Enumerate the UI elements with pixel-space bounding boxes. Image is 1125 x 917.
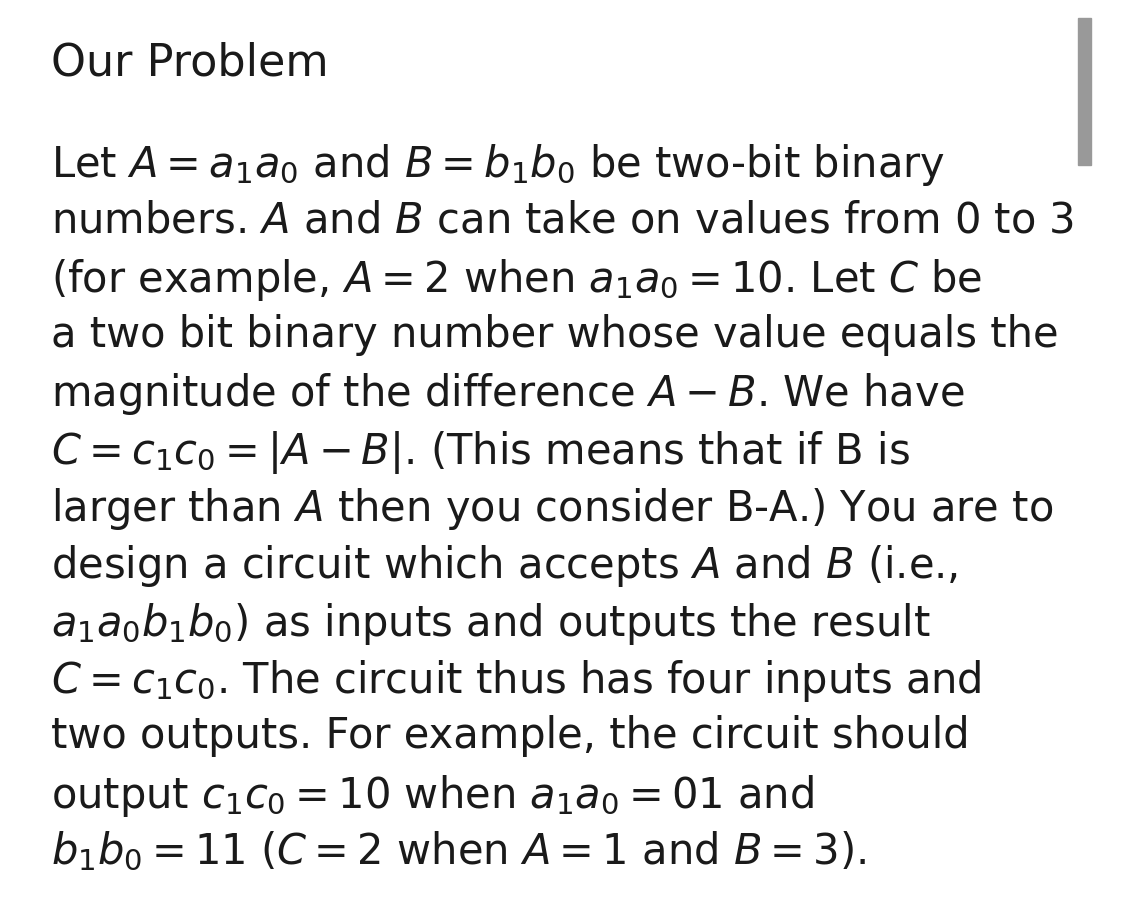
Text: Our Problem: Our Problem [51, 41, 328, 84]
Text: $C = c_1 c_0 = |A - B|$. (This means that if B is: $C = c_1 c_0 = |A - B|$. (This means tha… [51, 429, 909, 476]
Text: magnitude of the difference $A - B$. We have: magnitude of the difference $A - B$. We … [51, 371, 964, 417]
Text: $b_1 b_0 = 11$ ($C = 2$ when $A = 1$ and $B = 3$).: $b_1 b_0 = 11$ ($C = 2$ when $A = 1$ and… [51, 830, 866, 873]
Text: larger than $A$ then you consider B-A.) You are to: larger than $A$ then you consider B-A.) … [51, 486, 1053, 532]
Text: two outputs. For example, the circuit should: two outputs. For example, the circuit sh… [51, 715, 970, 757]
Text: design a circuit which accepts $A$ and $B$ (i.e.,: design a circuit which accepts $A$ and $… [51, 543, 957, 590]
Text: (for example, $A = 2$ when $a_1 a_0 = 10$. Let $C$ be: (for example, $A = 2$ when $a_1 a_0 = 10… [51, 257, 982, 303]
Text: $C = c_1 c_0$. The circuit thus has four inputs and: $C = c_1 c_0$. The circuit thus has four… [51, 658, 981, 704]
Text: output $c_1 c_0 = 10$ when $a_1 a_0 = 01$ and: output $c_1 c_0 = 10$ when $a_1 a_0 = 01… [51, 772, 813, 819]
Bar [1078, 18, 1091, 165]
Text: Let $A = a_1 a_0$ and $B = b_1 b_0$ be two-bit binary: Let $A = a_1 a_0$ and $B = b_1 b_0$ be t… [51, 142, 945, 188]
Text: a two bit binary number whose value equals the: a two bit binary number whose value equa… [51, 314, 1059, 356]
Text: $a_1 a_0 b_1 b_0$) as inputs and outputs the result: $a_1 a_0 b_1 b_0$) as inputs and outputs… [51, 601, 930, 646]
Text: numbers. $A$ and $B$ can take on values from 0 to 3: numbers. $A$ and $B$ can take on values … [51, 199, 1073, 241]
